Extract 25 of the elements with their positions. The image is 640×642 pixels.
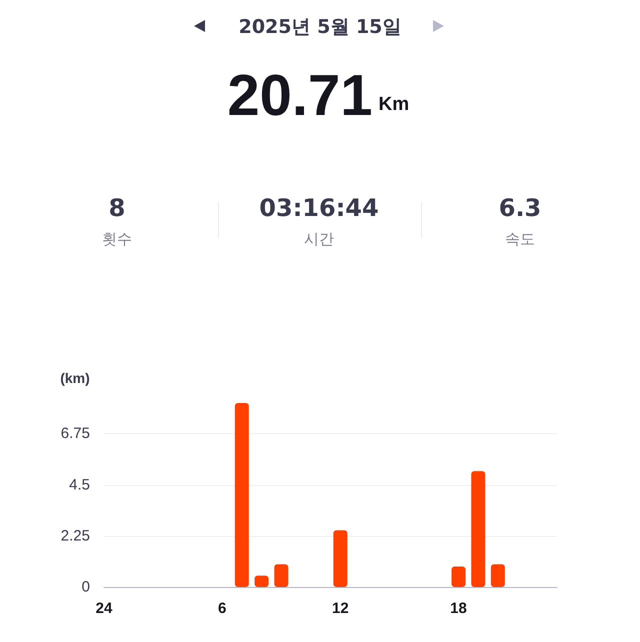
text: 20.71 (227, 62, 373, 129)
y-axis-title: (km) (60, 370, 90, 386)
text: 속도 (505, 230, 535, 249)
x-tick-label: 6 (218, 600, 226, 617)
bar (471, 471, 486, 587)
text: 03:16:44 (259, 194, 379, 222)
x-tick-label: 18 (450, 600, 467, 617)
bar (254, 576, 269, 587)
text: 6.3 (498, 194, 542, 222)
text: Km (378, 94, 410, 116)
y-tick-label: 0 (82, 578, 90, 596)
text: 횟수 (102, 230, 132, 249)
text: 시간 (304, 230, 334, 249)
chart-title: 2025년 5월 15일 (238, 15, 402, 40)
bar (333, 530, 348, 587)
bar (490, 564, 505, 587)
x-tick-label: 12 (332, 600, 349, 617)
y-tick-label: 6.75 (60, 425, 90, 442)
bar (274, 564, 288, 587)
y-tick-label: 2.25 (60, 527, 90, 544)
x-tick-label: 24 (96, 600, 113, 617)
y-tick-label: 4.5 (69, 476, 90, 494)
text: 8 (108, 194, 126, 222)
bar (234, 403, 249, 587)
bar (452, 566, 466, 587)
